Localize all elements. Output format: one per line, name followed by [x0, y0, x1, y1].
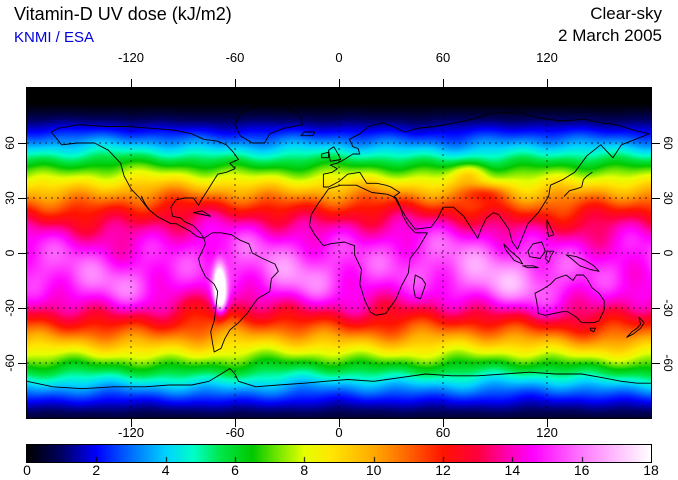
lat-tick-label-right: 0	[661, 249, 675, 257]
lon-tick-mark-bottom	[338, 419, 340, 427]
lon-tick-mark-top	[234, 79, 236, 87]
figure-title: Vitamin-D UV dose (kJ/m2)	[14, 4, 232, 24]
lon-tick-mark-top	[442, 79, 444, 87]
lat-tick-label-left: -60	[3, 354, 17, 372]
lat-tick-mark-left	[18, 252, 26, 254]
lon-tick-label-bottom: -120	[117, 425, 145, 440]
lat-tick-label-right: -30	[661, 299, 675, 317]
lat-tick-mark-left	[18, 307, 26, 309]
map-frame	[26, 87, 652, 419]
lon-tick-label-bottom: 60	[435, 425, 451, 440]
colorbar-gradient	[27, 445, 651, 462]
coastline-grid-overlay	[27, 88, 651, 418]
lon-tick-label-top: 60	[435, 50, 451, 65]
lat-tick-mark-right	[652, 142, 660, 144]
lat-tick-label-right: 60	[661, 136, 675, 150]
colorbar-tick-label: 18	[643, 462, 659, 478]
colorbar-tick-label: 2	[92, 462, 101, 478]
figure-date: 2 March 2005	[558, 26, 662, 45]
lat-tick-mark-right	[652, 362, 660, 364]
lat-tick-label-left: 60	[3, 136, 17, 150]
lat-tick-mark-right	[652, 307, 660, 309]
colorbar-tick-label: 10	[365, 462, 382, 478]
lat-tick-mark-right	[652, 252, 660, 254]
lat-tick-mark-right	[652, 197, 660, 199]
lat-tick-label-left: 0	[3, 249, 17, 257]
lat-tick-label-right: -60	[661, 354, 675, 372]
lon-tick-label-top: -120	[117, 50, 145, 65]
lon-tick-mark-bottom	[234, 419, 236, 427]
lon-tick-label-top: -60	[225, 50, 245, 65]
lon-tick-label-bottom: 120	[536, 425, 558, 440]
lon-tick-mark-top	[130, 79, 132, 87]
lon-tick-label-top: 120	[536, 50, 558, 65]
colorbar-tick-label: 6	[231, 462, 239, 478]
lon-tick-label-bottom: 0	[335, 425, 343, 440]
lon-tick-mark-bottom	[442, 419, 444, 427]
lon-tick-label-top: 0	[335, 50, 343, 65]
lon-tick-mark-bottom	[130, 419, 132, 427]
lon-tick-mark-top	[546, 79, 548, 87]
colorbar-tick-label: 16	[573, 462, 590, 478]
lat-tick-label-right: 30	[661, 191, 675, 205]
lon-tick-label-bottom: -60	[225, 425, 245, 440]
lat-tick-mark-left	[18, 142, 26, 144]
colorbar-frame	[26, 444, 652, 463]
lat-tick-mark-left	[18, 197, 26, 199]
lat-tick-label-left: 30	[3, 191, 17, 205]
lon-tick-mark-bottom	[546, 419, 548, 427]
source-credit: KNMI / ESA	[14, 29, 95, 46]
lat-tick-label-left: -30	[3, 299, 17, 317]
sky-condition-label: Clear-sky	[590, 4, 662, 23]
colorbar-tick-label: 12	[435, 462, 451, 478]
colorbar-tick-label: 14	[504, 462, 521, 478]
lon-tick-mark-top	[338, 79, 340, 87]
colorbar-tick-label: 0	[23, 462, 31, 478]
colorbar-tick-label: 4	[161, 462, 170, 478]
lat-tick-mark-left	[18, 362, 26, 364]
colorbar-tick-label: 8	[300, 462, 309, 478]
